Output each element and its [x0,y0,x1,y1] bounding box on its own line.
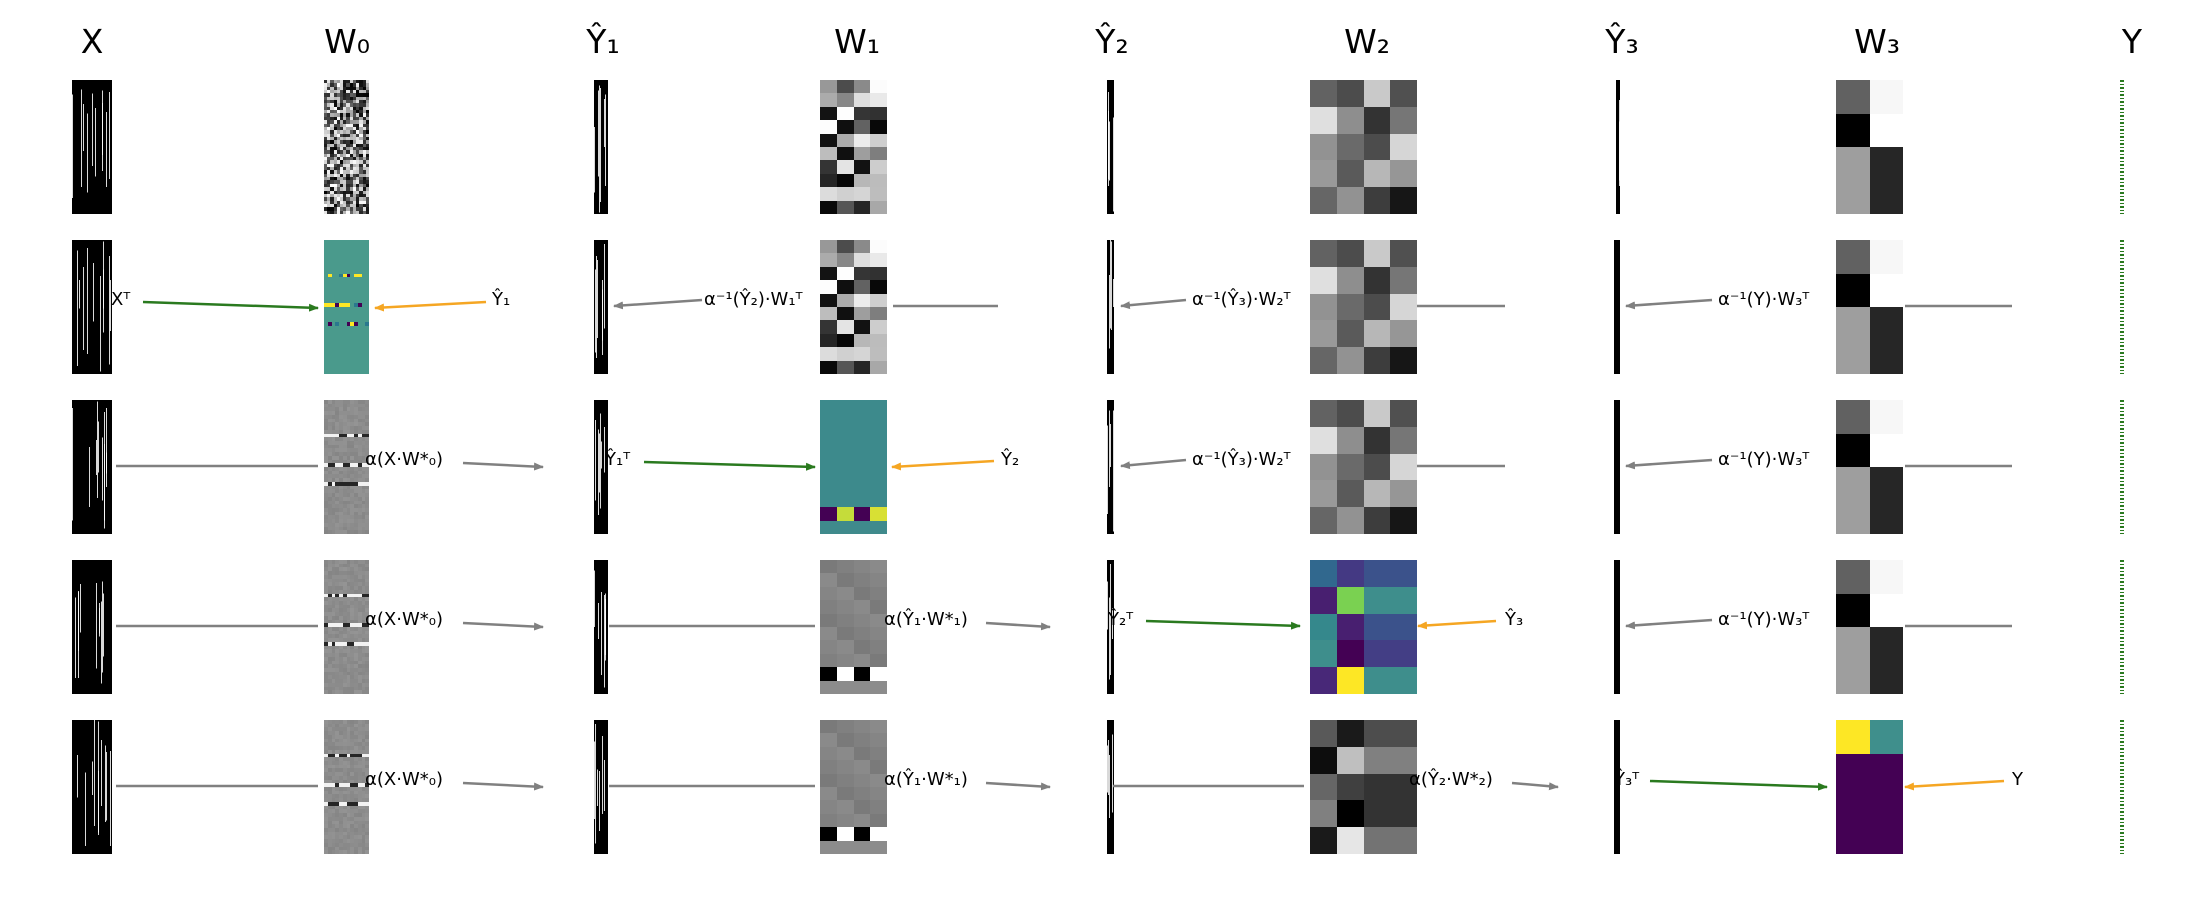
y2hat-matrix-row2 [1107,240,1114,374]
label-fwd0: α(X·W*₀) [365,449,443,470]
x-matrix-row4 [72,560,112,694]
y3hat-matrix-row5 [1614,720,1620,854]
y1hat-matrix-row1 [594,80,608,214]
arrow-inv-w2 [1120,298,1187,310]
column-title-y1hat: Ŷ₁ [586,22,620,61]
w2-matrix-row1 [1310,80,1417,214]
label-y2-transpose: Ŷ₂ᵀ [1108,609,1134,630]
y1hat-matrix-row2 [594,240,608,374]
w1-matrix-row3 [820,400,887,534]
column-title-w3: W₃ [1854,22,1900,61]
arrow-inv-w3-r3 [1625,618,1713,630]
label-fwd1: α(Ŷ₁·W*₁) [884,609,968,630]
w1-matrix-row1 [820,80,887,214]
w2-matrix-row3 [1310,400,1417,534]
arrow-y-to-w3 [1904,779,2005,791]
label-inv-w3: α⁻¹(Y)·W₃ᵀ [1718,289,1810,310]
y-vector-row4 [2120,560,2124,694]
y2hat-matrix-row3 [1107,400,1114,534]
arrow-fwd0-r4 [462,781,544,791]
x-matrix-row3 [72,400,112,534]
arrow-y1hat-to-w0 [374,300,487,312]
x-matrix-row1 [72,80,112,214]
column-title-y: Y [2121,22,2143,61]
w0-matrix-row4 [324,560,369,694]
w3-matrix-row4 [1836,560,1903,694]
arrow-inv-w3 [1625,298,1713,310]
label-x-transpose: Xᵀ [111,289,131,310]
y3hat-matrix-row4 [1614,560,1620,694]
arrow-fwd1-r3 [985,621,1051,631]
label-fwd0-r4: α(X·W*₀) [365,769,443,790]
w2-matrix-row2 [1310,240,1417,374]
arrow-inv-w2-r2 [1120,458,1187,470]
w3-matrix-row5 [1836,720,1903,854]
y-vector-row1 [2120,80,2124,214]
arrow-fwd1-r4 [985,781,1051,791]
w0-matrix-row3 [324,400,369,534]
arrow-inv-w3-r2 [1625,458,1713,470]
w3-matrix-row2 [1836,240,1903,374]
y3hat-matrix-row2 [1614,240,1620,374]
y-vector-row3 [2120,400,2124,534]
arrow-fwd2-r4 [1511,781,1559,791]
arrow-xT-to-w0 [142,300,319,312]
label-y: Y [2012,769,2023,790]
label-inv-w3-r2: α⁻¹(Y)·W₃ᵀ [1718,449,1810,470]
column-title-w1: W₁ [834,22,880,61]
label-y2hat: Ŷ₂ [1001,449,1020,470]
label-fwd2: α(Ŷ₂·W*₂) [1409,769,1493,790]
w0-matrix-row1 [324,80,369,214]
x-matrix-row5 [72,720,112,854]
arrow-y2T-to-w2 [1145,619,1301,630]
w2-matrix-row4 [1310,560,1417,694]
column-title-y2hat: Ŷ₂ [1095,22,1129,61]
arrow-fwd0-r2 [462,461,544,471]
w3-matrix-row1 [1836,80,1903,214]
w3-matrix-row3 [1836,400,1903,534]
label-y1hat: Ŷ₁ [492,289,511,310]
y1hat-matrix-row5 [594,720,608,854]
w0-matrix-row5 [324,720,369,854]
arrow-inv-w1 [613,298,703,310]
column-title-x: X [80,22,104,61]
w1-matrix-row4 [820,560,887,694]
y3hat-matrix-row1 [1616,80,1620,214]
arrow-y3T-to-w3 [1649,779,1828,791]
column-title-w2: W₂ [1344,22,1390,61]
y-vector-row5 [2120,720,2124,854]
label-y1-transpose: Ŷ₁ᵀ [605,449,631,470]
label-fwd1-r4: α(Ŷ₁·W*₁) [884,769,968,790]
y2hat-matrix-row5 [1107,720,1114,854]
arrow-y3hat-to-w2 [1417,619,1497,630]
label-inv-w2: α⁻¹(Ŷ₃)·W₂ᵀ [1192,289,1291,310]
y2hat-matrix-row1 [1107,80,1114,214]
arrow-fwd0-r3 [462,621,544,631]
arrow-y1T-to-w1 [643,460,816,471]
y1hat-matrix-row3 [594,400,608,534]
column-title-w0: W₀ [324,22,370,61]
column-title-y3hat: Ŷ₃ [1605,22,1639,61]
label-y3hat: Ŷ₃ [1505,609,1524,630]
w2-matrix-row5 [1310,720,1417,854]
y-vector-row2 [2120,240,2124,374]
w0-matrix-row2 [324,240,369,374]
label-inv-w2-r2: α⁻¹(Ŷ₃)·W₂ᵀ [1192,449,1291,470]
arrow-y2hat-to-w1 [891,459,995,471]
x-matrix-row2 [72,240,112,374]
label-inv-w3-r3: α⁻¹(Y)·W₃ᵀ [1718,609,1810,630]
w1-matrix-row2 [820,240,887,374]
label-y3-transpose: Ŷ₃ᵀ [1614,769,1640,790]
label-inv-w1: α⁻¹(Ŷ₂)·W₁ᵀ [704,289,803,310]
y1hat-matrix-row4 [594,560,608,694]
y3hat-matrix-row3 [1614,400,1620,534]
label-fwd0-r3: α(X·W*₀) [365,609,443,630]
w1-matrix-row5 [820,720,887,854]
y2hat-matrix-row4 [1107,560,1114,694]
